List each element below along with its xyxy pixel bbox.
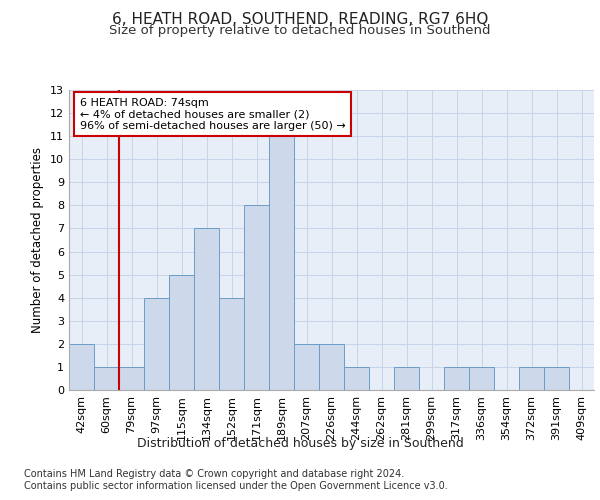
Bar [119,367,144,390]
Text: Distribution of detached houses by size in Southend: Distribution of detached houses by size … [137,438,463,450]
Bar [69,344,94,390]
Bar [294,344,319,390]
Bar [169,274,194,390]
Text: Contains HM Land Registry data © Crown copyright and database right 2024.: Contains HM Land Registry data © Crown c… [24,469,404,479]
Bar [469,367,494,390]
Y-axis label: Number of detached properties: Number of detached properties [31,147,44,333]
Bar [269,136,294,390]
Bar [219,298,244,390]
Bar [544,367,569,390]
Bar [444,367,469,390]
Bar [394,367,419,390]
Bar [94,367,119,390]
Text: Size of property relative to detached houses in Southend: Size of property relative to detached ho… [109,24,491,37]
Bar [344,367,369,390]
Bar [319,344,344,390]
Text: 6 HEATH ROAD: 74sqm
← 4% of detached houses are smaller (2)
96% of semi-detached: 6 HEATH ROAD: 74sqm ← 4% of detached hou… [79,98,345,130]
Bar [144,298,169,390]
Bar [244,206,269,390]
Bar [519,367,544,390]
Text: Contains public sector information licensed under the Open Government Licence v3: Contains public sector information licen… [24,481,448,491]
Bar [194,228,219,390]
Text: 6, HEATH ROAD, SOUTHEND, READING, RG7 6HQ: 6, HEATH ROAD, SOUTHEND, READING, RG7 6H… [112,12,488,28]
